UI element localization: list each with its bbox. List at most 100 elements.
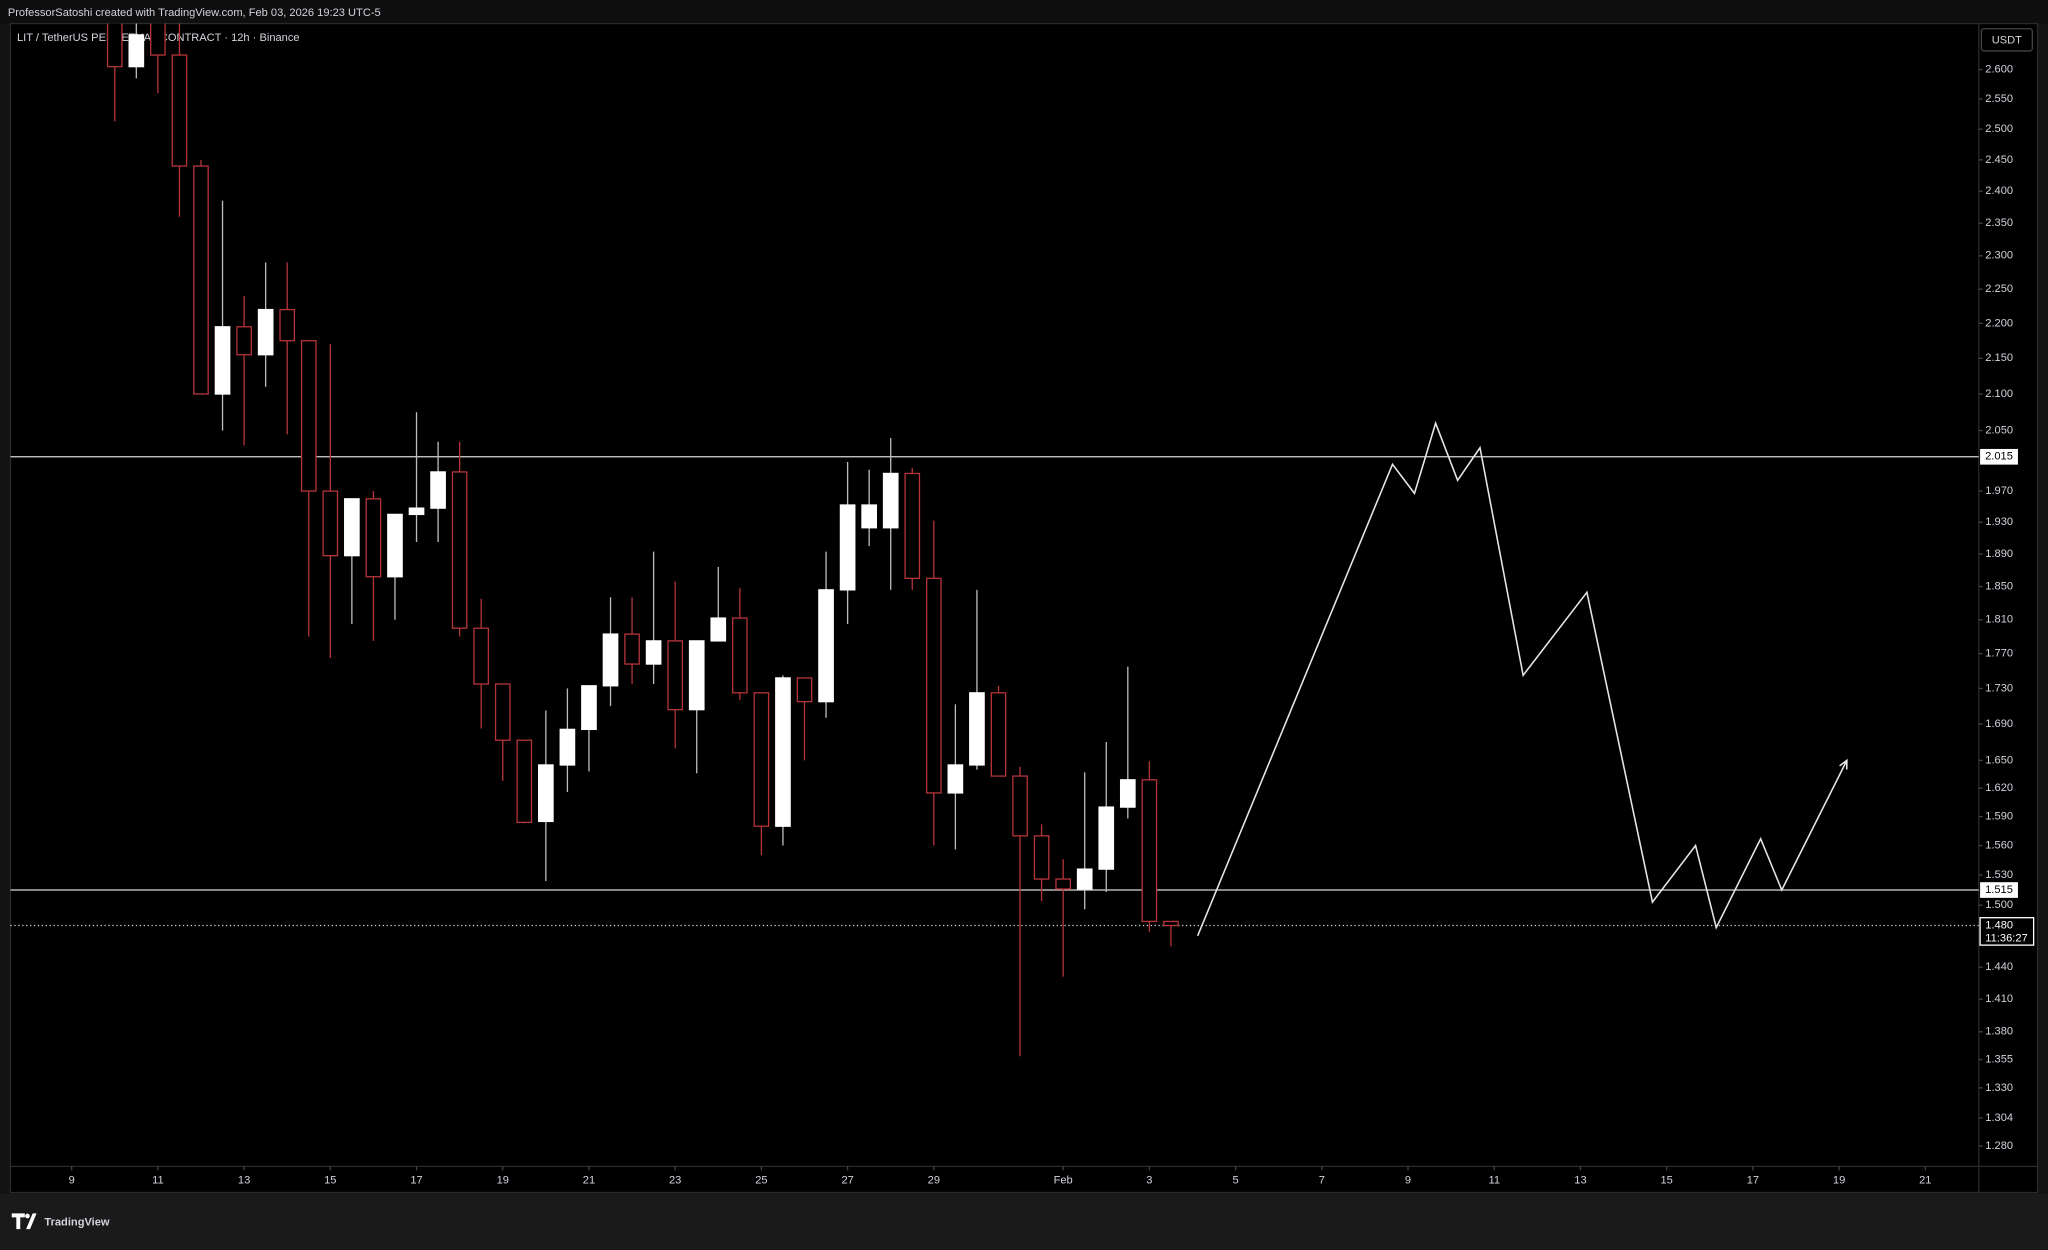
candle-body	[1012, 775, 1028, 837]
candle-body	[430, 471, 446, 509]
candle-body	[1163, 920, 1179, 927]
y-tick-label: 1.850	[1985, 580, 2013, 592]
chart-area	[9, 22, 2039, 1194]
logo-dot	[25, 1213, 30, 1219]
currency-label[interactable]: USDT	[1992, 34, 2022, 46]
candle-body	[818, 589, 834, 703]
y-tick-label: 1.304	[1985, 1112, 2013, 1124]
candle-body	[602, 633, 619, 687]
projection-path	[1196, 420, 1848, 937]
y-tick-label: 1.730	[1985, 682, 2013, 694]
candle-body	[150, 23, 166, 56]
x-tick-label: 23	[669, 1175, 681, 1187]
y-tick-label: 1.970	[1985, 485, 2013, 497]
y-tick-label: 2.500	[1985, 123, 2013, 135]
currency-button[interactable]	[1980, 28, 2033, 52]
x-tick-label: 19	[497, 1175, 509, 1187]
candle-body	[645, 640, 662, 665]
x-tick-label: 21	[583, 1175, 595, 1187]
candle-body	[753, 692, 770, 827]
x-tick-label: 9	[69, 1175, 75, 1187]
brand-logo: TradingView	[11, 1213, 110, 1230]
axes: 2.600 2.550 2.500 2.450 2.400 2.350 2.300 2.250…	[69, 64, 2035, 1187]
x-tick-label: 13	[1574, 1175, 1586, 1187]
candle-body	[624, 633, 640, 665]
y-tick-label: 1.690	[1985, 718, 2013, 730]
candle-body	[279, 308, 296, 342]
candle-body	[1033, 835, 1050, 880]
y-tick-label: 1.380	[1985, 1026, 2013, 1038]
candle-body	[861, 504, 878, 529]
candle-body	[559, 728, 576, 766]
candle-body	[732, 617, 748, 694]
candle-body	[387, 513, 403, 578]
x-tick-label: 29	[928, 1175, 940, 1187]
candle-body	[494, 683, 511, 741]
y-tick-label: 1.280	[1985, 1140, 2013, 1152]
logo-icon	[11, 1213, 37, 1230]
y-tick-label: 2.450	[1985, 154, 2013, 166]
candle-body	[796, 677, 813, 703]
plot	[10, 23, 1979, 1057]
x-tick-label: 5	[1233, 1175, 1239, 1187]
candle-body	[1055, 878, 1071, 890]
candle-body	[106, 23, 123, 68]
candle-body	[947, 764, 964, 794]
x-tick-label: 15	[324, 1175, 336, 1187]
candle-body	[904, 472, 921, 580]
candle-body	[538, 764, 554, 823]
y-tick-label: 1.410	[1985, 993, 2013, 1005]
candle-body	[1119, 779, 1136, 808]
x-tick-label: 25	[755, 1175, 767, 1187]
candle-body	[990, 692, 1007, 777]
x-tick-label: 3	[1146, 1175, 1152, 1187]
y-tick-label: 2.250	[1985, 283, 2013, 295]
candle-body	[473, 627, 490, 685]
candle-body	[451, 471, 468, 629]
candle-body	[882, 472, 899, 529]
y-tick-label: 2.200	[1985, 317, 2013, 329]
candle-body	[775, 677, 791, 827]
y-tick-label: 2.350	[1985, 217, 2013, 229]
candle-body	[925, 577, 942, 794]
y-tick-label: 1.770	[1985, 648, 2013, 660]
candle-body	[193, 165, 209, 395]
header-bar	[0, 0, 2048, 24]
candle-body	[581, 685, 597, 731]
y-tick-label: 1.810	[1985, 614, 2013, 626]
y-tick-label: 1.650	[1985, 754, 2013, 766]
y-tick-label: 1.355	[1985, 1054, 2013, 1066]
y-tick-label: 2.150	[1985, 352, 2013, 364]
y-tick-label: 1.590	[1985, 811, 2013, 823]
x-tick-label: 21	[1919, 1175, 1931, 1187]
y-tick-label: 1.440	[1985, 961, 2013, 973]
countdown: 11:36:27	[1985, 933, 2027, 945]
price-label-box	[1980, 882, 2018, 898]
footer-bar	[0, 1193, 2048, 1250]
candle-body	[969, 692, 985, 766]
candle-body	[344, 498, 360, 557]
y-tick-label: 2.400	[1985, 185, 2013, 197]
last-price-label: 1.480	[1985, 919, 2013, 931]
brand-name: TradingView	[44, 1216, 110, 1228]
candle-body	[839, 504, 856, 591]
y-tick-label: 2.300	[1985, 250, 2013, 262]
y-tick-label: 2.100	[1985, 388, 2013, 400]
price-label-box	[1980, 448, 2018, 465]
x-tick-label: 15	[1660, 1175, 1672, 1187]
candle-body	[171, 54, 188, 167]
y-tick-label: 1.560	[1985, 839, 2013, 851]
candle-body	[1076, 868, 1093, 890]
candle-body	[1141, 779, 1158, 923]
candle-body	[688, 640, 705, 711]
x-tick-label: 11	[152, 1175, 164, 1187]
x-tick-label: 27	[841, 1175, 853, 1187]
last-price-box	[1979, 917, 2035, 946]
y-tick-label: 1.620	[1985, 782, 2013, 794]
candle-body	[300, 340, 317, 492]
candle-body	[710, 617, 727, 642]
price-label: 2.015	[1985, 451, 2013, 463]
y-tick-label: 1.890	[1985, 548, 2013, 560]
x-tick-label: 17	[1747, 1175, 1759, 1187]
